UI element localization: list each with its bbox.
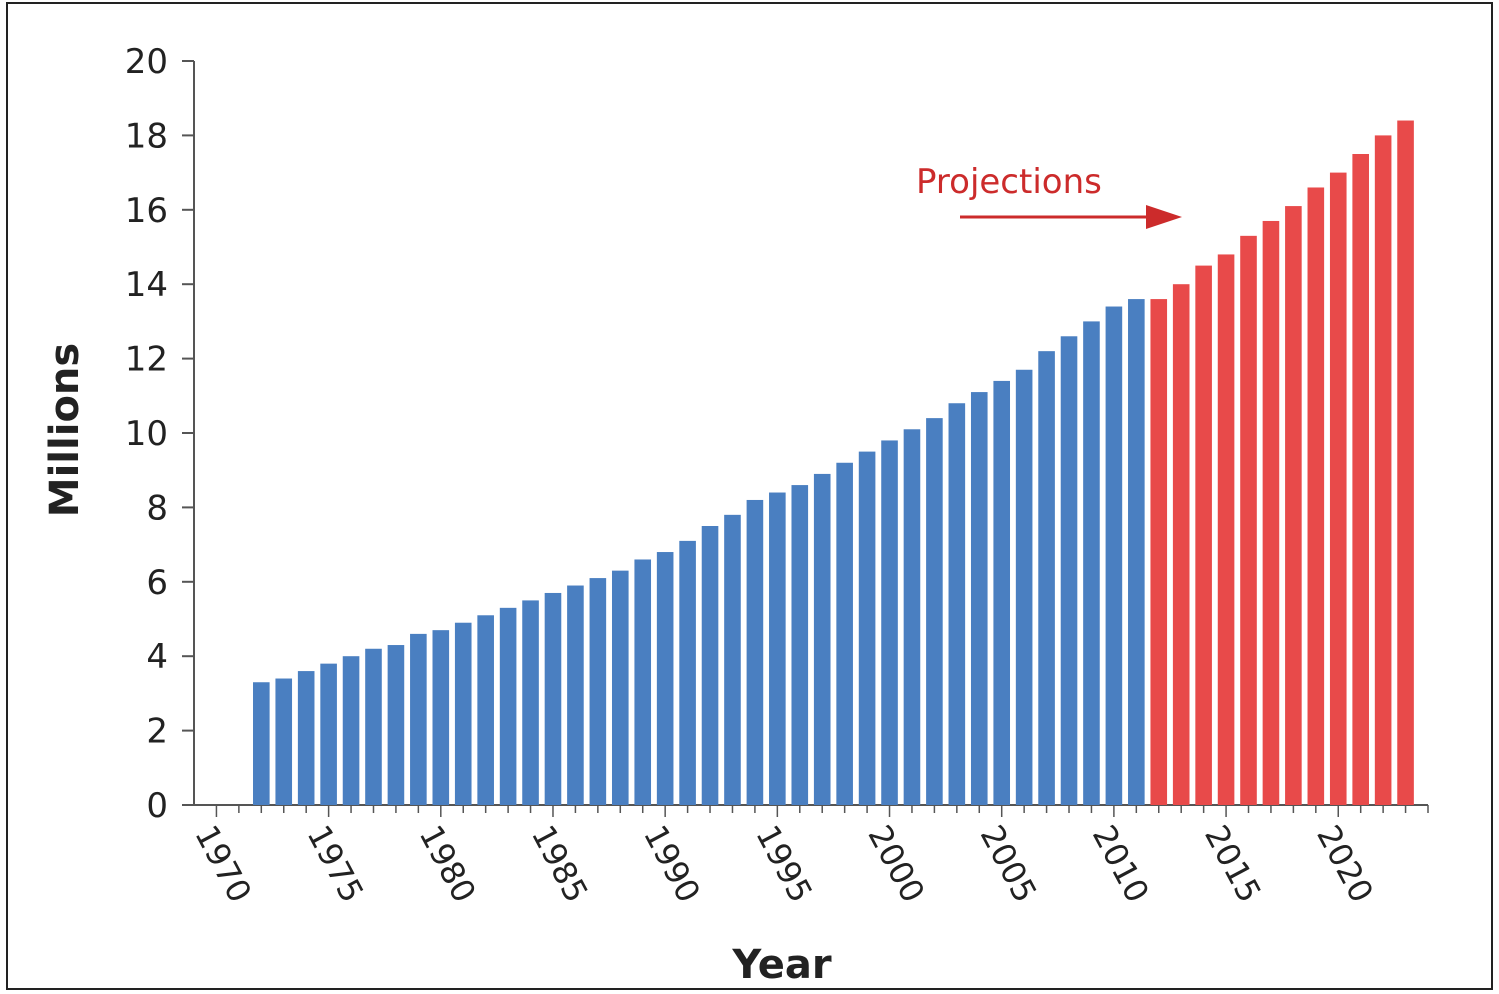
bar-actual: [993, 380, 1011, 805]
bar-actual: [297, 671, 315, 805]
bar-actual: [611, 570, 629, 805]
y-tick-label: 20: [125, 42, 168, 82]
bar-actual: [724, 514, 741, 805]
bar-actual: [365, 648, 382, 805]
bar-actual: [679, 540, 696, 805]
bar-actual: [903, 429, 921, 805]
arrow-right-icon: [1146, 205, 1182, 229]
bar-actual: [589, 578, 607, 805]
chart-frame: [6, 2, 1493, 990]
bar-projected: [1195, 265, 1212, 806]
bar-actual: [948, 403, 966, 805]
bar-actual: [410, 633, 427, 805]
x-tick-label: 1980: [412, 819, 484, 909]
y-tick-label: 0: [146, 786, 168, 826]
bar-projected: [1150, 299, 1168, 805]
x-tick-label: 2010: [1085, 819, 1157, 909]
bar-projected: [1352, 154, 1369, 805]
bar-actual: [746, 499, 764, 805]
bar-actual: [1128, 299, 1145, 805]
bar-actual: [926, 418, 943, 805]
bars: [253, 120, 1414, 806]
bar-actual: [454, 622, 472, 805]
bar-projected: [1397, 120, 1414, 805]
y-tick-label: 14: [125, 265, 168, 305]
projections-label: Projections: [916, 162, 1102, 202]
bar-actual: [544, 592, 562, 805]
y-axis-title: Millions: [42, 343, 88, 517]
bar-actual: [499, 607, 517, 805]
x-tick-label: 1975: [300, 819, 372, 909]
bar-actual: [791, 485, 809, 805]
bar-actual: [858, 451, 876, 805]
bar-actual: [567, 585, 584, 805]
bar-projected: [1329, 172, 1347, 806]
bar-actual: [970, 392, 988, 805]
bar-actual: [836, 462, 853, 805]
bar-actual: [1105, 306, 1123, 805]
y-tick-label: 12: [125, 340, 168, 380]
bar-projected: [1217, 254, 1235, 805]
bar-actual: [387, 645, 405, 805]
bar-actual: [769, 492, 786, 805]
bar-projected: [1240, 235, 1257, 806]
bar-actual: [1015, 369, 1033, 805]
bar-actual: [275, 678, 293, 805]
bar-actual: [701, 526, 719, 805]
bar-actual: [813, 473, 831, 805]
bar-projected: [1172, 284, 1190, 805]
bar-projected: [1262, 220, 1280, 805]
bar-projected: [1374, 135, 1392, 805]
x-tick-label: 1995: [748, 819, 820, 909]
x-tick-label: 2015: [1197, 819, 1269, 909]
bar-projected: [1285, 206, 1302, 805]
y-axis: 0 2 4 6 8 10 12 14 16 18 20: [125, 42, 195, 826]
bar-actual: [253, 682, 270, 805]
y-tick-label: 4: [146, 637, 168, 677]
x-axis-title: Year: [731, 942, 831, 988]
bar-actual: [522, 600, 539, 805]
y-tick-label: 18: [125, 116, 168, 156]
bar-projected: [1307, 187, 1325, 806]
x-tick-label: 1990: [636, 819, 708, 909]
y-tick-label: 2: [146, 712, 168, 752]
projections-annotation: Projections: [916, 162, 1182, 229]
x-tick-label: 1970: [187, 819, 259, 909]
x-tick-label: 2020: [1309, 819, 1381, 909]
bar-actual: [656, 552, 674, 805]
y-tick-label: 8: [146, 488, 168, 528]
bar-actual: [1083, 321, 1100, 805]
y-tick-label: 10: [125, 414, 168, 454]
x-tick-label: 2000: [860, 819, 932, 909]
x-tick-label: 2005: [973, 819, 1045, 909]
y-tick-label: 6: [146, 563, 168, 603]
bar-actual: [634, 559, 652, 805]
bar-actual: [320, 663, 337, 805]
x-tick-label: 1985: [524, 819, 596, 909]
bar-actual: [432, 630, 450, 805]
bar-actual: [342, 656, 360, 805]
bar-actual: [1038, 351, 1055, 805]
bar-actual: [881, 440, 898, 805]
bar-actual: [477, 615, 494, 805]
bar-actual: [1060, 336, 1078, 805]
y-tick-label: 16: [125, 191, 168, 231]
x-axis: 1970 1975 1980 1985 1990 1995 2000 2005 2010 2015…: [187, 804, 1429, 909]
